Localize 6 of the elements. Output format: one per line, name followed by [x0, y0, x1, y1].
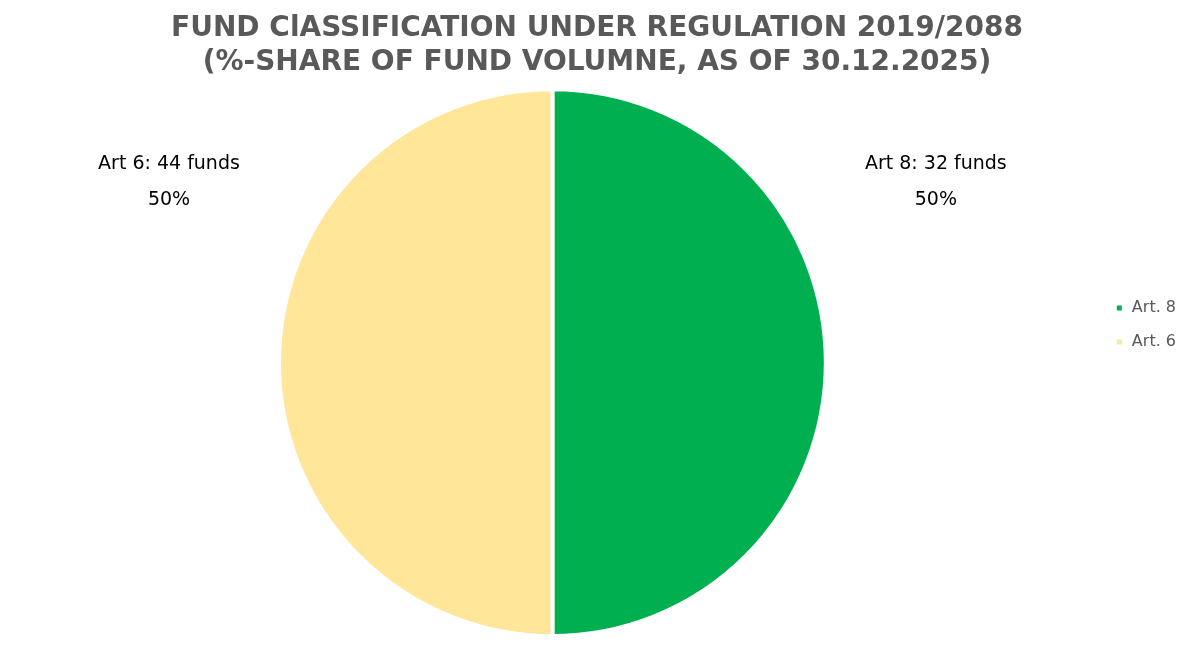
legend-label: Art. 8	[1131, 297, 1177, 317]
legend-label: Art. 6	[1131, 331, 1177, 351]
text: (%-SHARE OF FUND VOLUMNE, AS OF 30.12.2025)	[202, 43, 992, 77]
data-label: Art 6: 44 funds 50%	[98, 151, 240, 210]
text: FUND ClASSIFICATION UNDER REGULATION 2019/2088	[171, 10, 1023, 44]
data-label: Art 8: 32 funds 50%	[864, 151, 1007, 210]
